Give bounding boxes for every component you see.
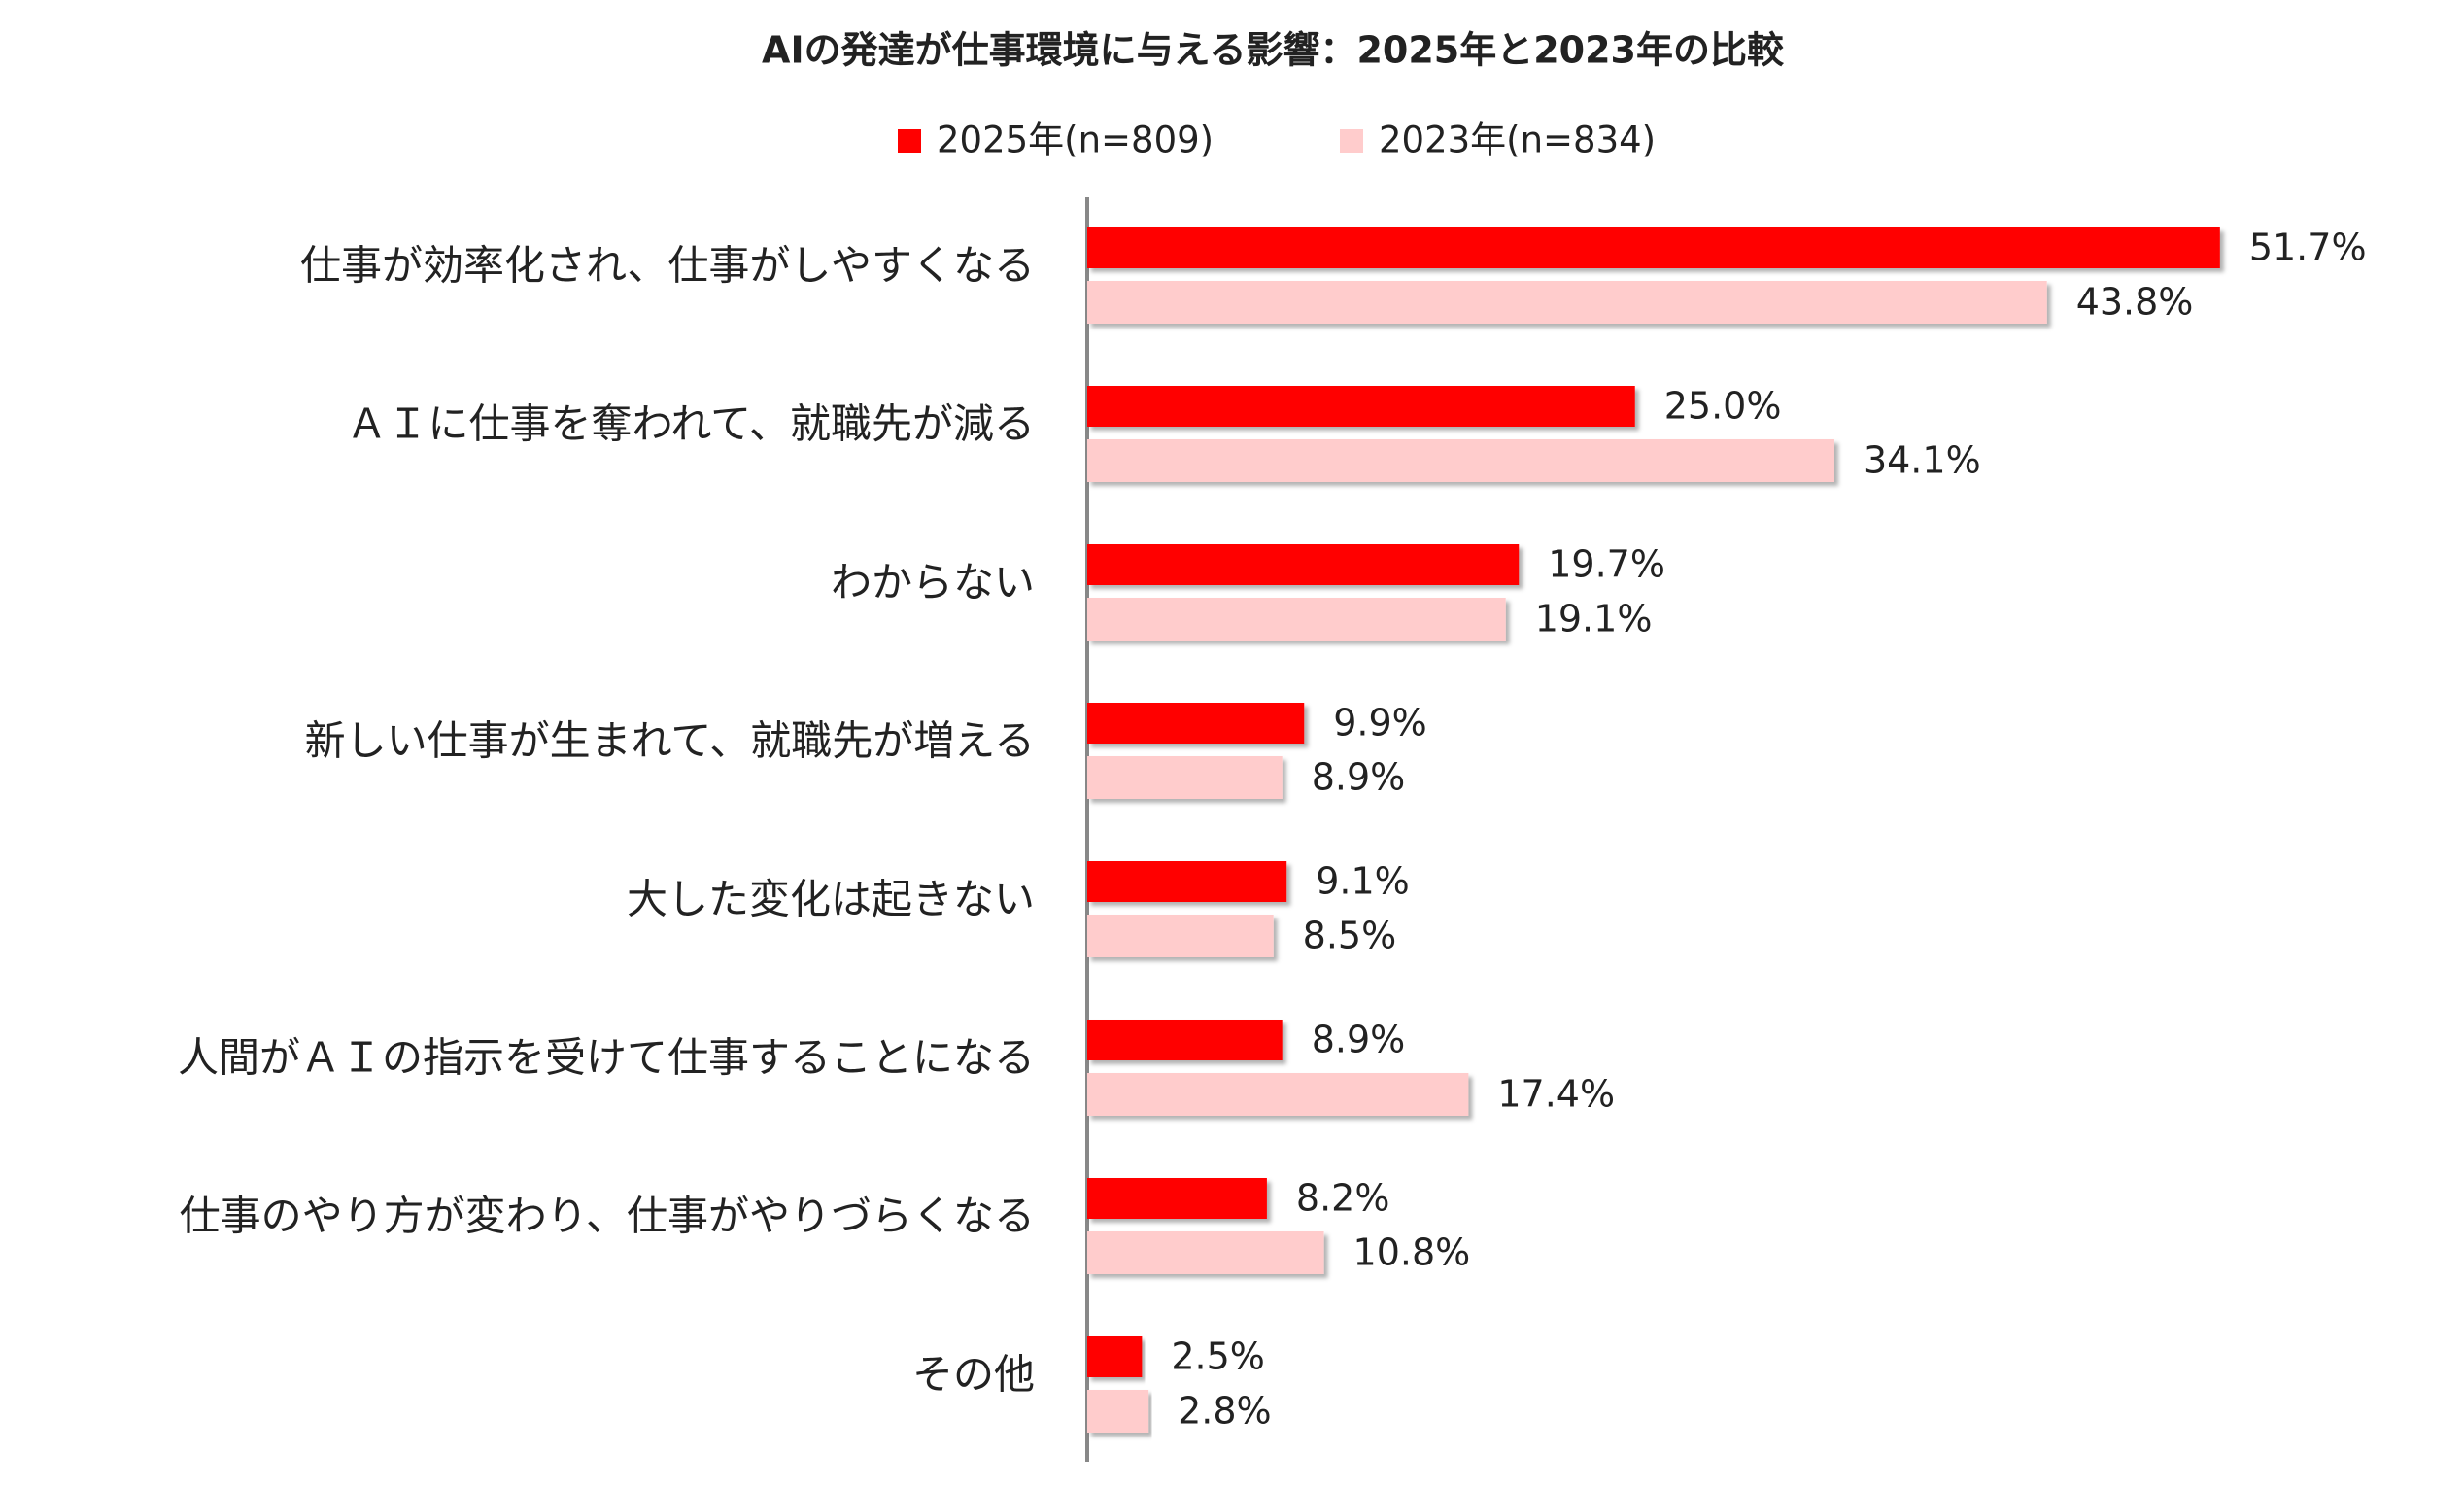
category-label: 人間がＡＩの指示を受けて仕事することになる — [178, 1034, 1035, 1082]
value-label: 25.0% — [1664, 385, 1782, 428]
bar — [1087, 1073, 1469, 1116]
bar — [1087, 227, 2220, 268]
bar — [1087, 861, 1287, 902]
bar — [1087, 1390, 1149, 1433]
value-label: 8.5% — [1303, 915, 1397, 957]
bar — [1087, 756, 1283, 799]
category-label: わからない — [831, 559, 1035, 606]
bar — [1087, 1178, 1267, 1219]
value-label: 2.5% — [1171, 1335, 1265, 1378]
legend-label: 2023年(n=834) — [1379, 120, 1656, 161]
category-label: 大した変化は起きない — [627, 876, 1035, 923]
value-label: 10.8% — [1353, 1231, 1471, 1274]
legend-swatch — [898, 129, 921, 153]
category-label: ＡＩに仕事を奪われて、就職先が減る — [346, 400, 1035, 448]
category-label: 新しい仕事が生まれて、就職先が増える — [305, 717, 1035, 765]
legend-label: 2025年(n=809) — [937, 120, 1214, 161]
value-label: 19.7% — [1548, 543, 1665, 586]
value-label: 9.9% — [1333, 702, 1427, 744]
bar — [1087, 1020, 1283, 1060]
category-label: 仕事が効率化され、仕事がしやすくなる — [300, 242, 1035, 290]
bar — [1087, 703, 1305, 744]
value-label: 51.7% — [2249, 226, 2367, 269]
bar — [1087, 915, 1274, 957]
bar — [1087, 1336, 1143, 1377]
value-label: 34.1% — [1864, 439, 1981, 482]
value-label: 19.1% — [1535, 598, 1653, 641]
chart-title: AIの発達が仕事環境に与える影響：2025年と2023年の比較 — [762, 29, 1785, 72]
value-label: 17.4% — [1497, 1073, 1615, 1116]
category-label: その他 — [912, 1351, 1035, 1399]
value-label: 2.8% — [1178, 1390, 1272, 1433]
category-label: 仕事のやり方が変わり、仕事がやりづらくなる — [180, 1193, 1035, 1240]
bar — [1087, 1231, 1324, 1274]
bar — [1087, 439, 1834, 482]
value-label: 43.8% — [2076, 281, 2194, 324]
legend-swatch — [1340, 129, 1363, 153]
value-label: 9.1% — [1316, 860, 1410, 903]
bar — [1087, 386, 1635, 427]
bar — [1087, 281, 2047, 324]
bar — [1087, 598, 1506, 641]
bar — [1087, 544, 1520, 585]
value-label: 8.9% — [1312, 1019, 1406, 1061]
value-label: 8.9% — [1312, 756, 1406, 799]
value-label: 8.2% — [1296, 1177, 1390, 1220]
